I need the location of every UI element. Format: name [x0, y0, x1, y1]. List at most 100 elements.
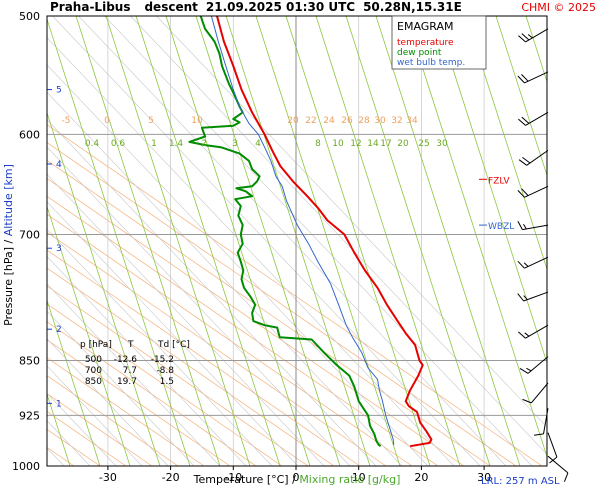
plot-frame [46, 15, 548, 467]
wind-barb-half-feather [523, 262, 529, 267]
mixing-ratio-line [135, 16, 281, 466]
dry-adiabat-line [47, 231, 387, 466]
table-header: T [127, 340, 134, 350]
dry-adiabat-line [47, 267, 335, 466]
wind-barb-staff [522, 224, 549, 231]
dry-adiabat-line [47, 357, 205, 466]
table-cell: -12.6 [114, 355, 138, 365]
mixing-ratio-line [345, 16, 491, 466]
wind-barb-feather [517, 293, 524, 302]
x-tick-label: 10 [352, 471, 366, 484]
background-lines [47, 16, 600, 466]
chart-header: Praha-Libus descent 21.09.2025 01:30 UTC 50… [50, 0, 462, 14]
wind-barb-feather [518, 118, 526, 126]
wind-barb-feather [522, 156, 531, 164]
mixing-ratio-label: 30 [436, 139, 448, 149]
altitude-tick-label: 3 [56, 244, 62, 254]
mixing-ratio-line [47, 205, 131, 466]
table-cell: 850 [85, 377, 102, 387]
moist-adiabat-line [104, 16, 533, 466]
mixing-ratio-label: 0.4 [85, 139, 100, 149]
wind-barb-feather [521, 33, 530, 41]
wind-barb-staff [530, 382, 549, 404]
x-axis-mixing-label: Mixing ratio [g/kg] [299, 473, 400, 486]
moist-adiabat-line [47, 365, 143, 466]
wind-barb-staff [525, 111, 549, 126]
x-tick-label: 20 [414, 471, 428, 484]
wind-barb-feather [517, 75, 525, 84]
mixing-ratio-line [465, 16, 547, 271]
wind-barb-half-feather [523, 224, 527, 230]
dry-adiabat-line [47, 339, 231, 466]
x-axis-temperature-label: Temperature [°C] [193, 473, 289, 486]
pressure-tick-label: 500 [19, 10, 40, 23]
dry-adiabat-line [47, 375, 179, 466]
wind-barb-feather [521, 74, 529, 82]
table-header: p [hPa] [80, 340, 112, 350]
y-axis-title: Pressure [hPa] / Altitude [km] [2, 164, 15, 326]
mixing-ratio-line [165, 16, 311, 466]
sounding-datetime: 21.09.2025 01:30 UTC [206, 0, 355, 14]
legend: EMAGRAM temperature dew point wet bulb t… [391, 15, 487, 70]
dry-adiabat-line [47, 195, 439, 466]
moist-adiabat-line [47, 310, 195, 466]
dry-adiabat-line [47, 160, 491, 466]
wind-barb-staff [524, 71, 549, 84]
level-label: WBZL [488, 222, 514, 232]
mixing-ratio-line [495, 16, 547, 177]
mixing-ratio-label: 8 [315, 139, 321, 149]
table-cell: 19.7 [117, 377, 137, 387]
mixing-ratio-line [375, 16, 521, 466]
dry-adiabat-label: 5 [148, 116, 154, 126]
x-axis-title: Temperature [°C] / Mixing ratio [g/kg] [193, 473, 401, 486]
table-cell: 500 [85, 355, 102, 365]
dry-adiabat-label: -5 [62, 116, 71, 126]
wind-barb-staff [547, 455, 569, 474]
wind-barb-staff [525, 324, 549, 339]
table-cell: 7.7 [123, 366, 137, 376]
mixing-ratio-line [195, 16, 341, 466]
dry-adiabat-label: 28 [358, 116, 370, 126]
moist-adiabat-line [47, 91, 403, 466]
moist-adiabat-line [47, 146, 351, 466]
dry-adiabat-label: 24 [323, 116, 335, 126]
sounding-mode: descent [144, 0, 198, 14]
dry-adiabat-label: 26 [341, 116, 353, 126]
wind-barb-staff [527, 356, 549, 374]
dry-adiabat-line [47, 249, 361, 466]
mixing-ratio-label: 3 [232, 139, 238, 149]
x-tick-label: -20 [162, 471, 180, 484]
dry-adiabat-line [47, 321, 257, 466]
moist-adiabat-line [47, 283, 221, 466]
pressure-tick-label: 1000 [12, 460, 40, 473]
altitude-tick-label: 2 [56, 325, 62, 335]
wind-barbs [517, 28, 569, 482]
dry-adiabat-line [47, 303, 283, 466]
level-label: FZLV [488, 176, 510, 186]
mixing-ratio-label: 14 [367, 139, 379, 149]
mixing-ratio-line [405, 16, 547, 458]
table-cell: -15.2 [151, 355, 174, 365]
wind-barb-staff [523, 291, 549, 302]
wind-barb-feather [517, 221, 523, 230]
y-axis-pressure-label: Pressure [hPa] [2, 247, 15, 326]
wind-barb-staff [543, 408, 549, 434]
pressure-tick-label: 700 [19, 228, 40, 241]
dry-adiabat-label: 20 [287, 116, 299, 126]
mixing-ratio-line [47, 17, 191, 466]
mixing-ratio-line [556, 16, 600, 466]
moist-adiabat-line [130, 16, 547, 455]
mixing-ratio-line [47, 299, 101, 466]
wind-barb-staff [547, 432, 558, 458]
mixing-ratio-label: 0.6 [111, 139, 126, 149]
station-coords: 50.28N,15.31E [363, 0, 462, 14]
wind-barb-feather [517, 190, 525, 198]
x-tick-label: 0 [293, 471, 300, 484]
temperature-profile [216, 16, 433, 448]
wetbulb-profile [210, 16, 395, 445]
moist-adiabat-line [47, 338, 169, 466]
wind-barb-staff [526, 149, 549, 166]
sounding-table: p [hPa] T Td [°C] 500 -12.6 -15.2 700 7.7 -8.8 85… [80, 340, 190, 387]
